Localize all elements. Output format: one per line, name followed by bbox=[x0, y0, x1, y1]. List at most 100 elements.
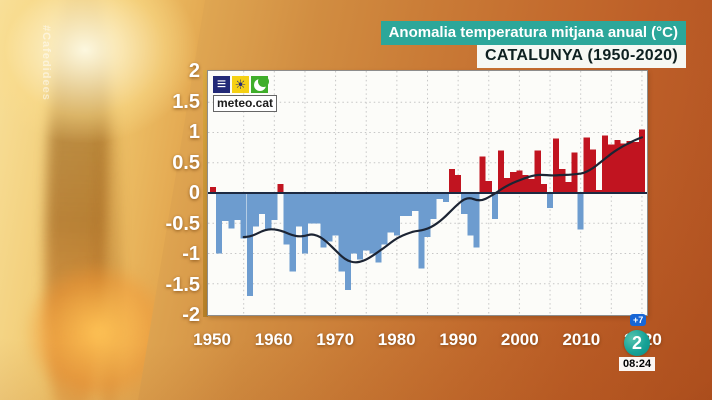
bar-1951 bbox=[216, 193, 223, 254]
bar-1967 bbox=[314, 193, 321, 224]
bar-1976 bbox=[369, 193, 376, 254]
bar-2009 bbox=[571, 152, 578, 193]
x-axis-label: 1980 bbox=[377, 330, 416, 349]
plus7-badge: +7 bbox=[630, 314, 647, 326]
bar-1979 bbox=[387, 193, 394, 233]
y-axis-label: 1 bbox=[188, 121, 200, 143]
bar-1996 bbox=[491, 193, 498, 220]
bar-2015 bbox=[608, 144, 615, 193]
bar-2003 bbox=[534, 150, 541, 193]
bar-1954 bbox=[234, 193, 241, 221]
bar-1960 bbox=[271, 193, 278, 221]
bar-1985 bbox=[424, 193, 431, 238]
y-axis-label: 1.5 bbox=[172, 90, 200, 113]
chart-title-banner: Anomalia temperatura mitjana anual (°C) bbox=[380, 21, 686, 45]
y-axis-label: 0 bbox=[188, 182, 200, 204]
bar-1971 bbox=[338, 193, 345, 272]
hashtag-watermark: #Cafedidees bbox=[40, 25, 52, 101]
x-axis-label: 2000 bbox=[500, 330, 539, 349]
bar-1980 bbox=[393, 193, 400, 236]
bar-2007 bbox=[559, 168, 566, 193]
bar-1957 bbox=[252, 193, 259, 227]
meteocat-logo: ≡ ☀ meteo.cat bbox=[213, 75, 278, 112]
bar-2002 bbox=[528, 179, 535, 193]
x-axis-label: 1990 bbox=[439, 330, 478, 349]
bar-1973 bbox=[350, 193, 358, 254]
bar-2012 bbox=[589, 149, 596, 193]
bar-2013 bbox=[595, 189, 603, 193]
bar-1987 bbox=[436, 193, 443, 200]
crescent-icon bbox=[251, 75, 269, 93]
bar-1992 bbox=[467, 193, 474, 236]
bar-1974 bbox=[357, 193, 364, 260]
bar-1969 bbox=[326, 193, 333, 242]
bar-2010 bbox=[577, 193, 584, 230]
meteocat-wordmark: meteo.cat bbox=[213, 95, 278, 112]
bar-2001 bbox=[522, 174, 529, 193]
bar-1964 bbox=[295, 193, 302, 227]
bar-1952 bbox=[222, 193, 229, 221]
bar-1981 bbox=[399, 193, 407, 216]
bar-1970 bbox=[332, 193, 339, 236]
bar-1995 bbox=[485, 180, 492, 193]
bar-1968 bbox=[320, 193, 327, 248]
bar-1953 bbox=[228, 193, 235, 229]
y-axis-label: -1 bbox=[182, 243, 200, 265]
chart-panel: ≡ ☀ meteo.cat bbox=[207, 70, 648, 316]
bar-1966 bbox=[308, 193, 315, 224]
bar-1972 bbox=[344, 193, 351, 290]
bar-1956 bbox=[246, 193, 253, 296]
y-axis-label: -1.5 bbox=[165, 273, 200, 296]
bar-2014 bbox=[602, 135, 609, 193]
x-axis-label: 1950 bbox=[193, 330, 231, 349]
bar-1993 bbox=[473, 193, 480, 248]
bar-1988 bbox=[442, 193, 449, 203]
bar-1994 bbox=[479, 156, 486, 193]
bar-1977 bbox=[375, 193, 382, 263]
bar-1959 bbox=[265, 193, 272, 230]
x-axis-label: 1960 bbox=[254, 330, 293, 349]
bar-1961 bbox=[277, 183, 284, 193]
bar-2019 bbox=[632, 142, 639, 193]
bar-2018 bbox=[626, 140, 633, 193]
bar-1975 bbox=[363, 193, 370, 251]
panel-left-edge bbox=[203, 70, 208, 317]
bar-1991 bbox=[461, 193, 468, 215]
sun-icon: ☀ bbox=[232, 76, 249, 93]
bar-1978 bbox=[381, 193, 388, 245]
bar-1962 bbox=[283, 193, 290, 245]
y-axis-label: -2 bbox=[182, 304, 200, 326]
bar-2017 bbox=[620, 143, 627, 193]
bar-1989 bbox=[448, 168, 456, 193]
bar-2005 bbox=[546, 193, 554, 209]
channel-logo: 2 bbox=[624, 330, 650, 356]
bar-2000 bbox=[516, 170, 523, 193]
trend-line bbox=[242, 136, 644, 264]
sun-glare bbox=[0, 0, 230, 170]
bar-1950 bbox=[209, 186, 217, 193]
bar-2011 bbox=[583, 137, 590, 193]
menu-lines-icon: ≡ bbox=[213, 76, 230, 93]
y-axis-label: 0.5 bbox=[172, 151, 200, 174]
bar-2020 bbox=[638, 129, 646, 193]
bar-1955 bbox=[240, 193, 247, 239]
bar-1982 bbox=[406, 193, 413, 216]
clock: 08:24 bbox=[619, 357, 656, 371]
bar-2004 bbox=[540, 183, 547, 193]
bar-2008 bbox=[565, 182, 572, 193]
bar-1997 bbox=[497, 150, 505, 193]
y-axis-label: 2 bbox=[188, 60, 200, 82]
bar-1965 bbox=[301, 193, 309, 254]
bar-2006 bbox=[553, 138, 560, 193]
chart-subtitle-banner: CATALUNYA (1950-2020) bbox=[476, 45, 686, 68]
x-axis-label: 1970 bbox=[316, 330, 355, 349]
y-axis-label: -0.5 bbox=[165, 212, 200, 235]
bar-1983 bbox=[412, 193, 419, 212]
bar-2016 bbox=[614, 139, 621, 193]
bar-1963 bbox=[289, 193, 296, 272]
bar-1990 bbox=[455, 174, 462, 193]
x-axis-label: 2010 bbox=[562, 330, 601, 349]
bar-1958 bbox=[259, 193, 266, 215]
bar-1986 bbox=[430, 193, 437, 220]
